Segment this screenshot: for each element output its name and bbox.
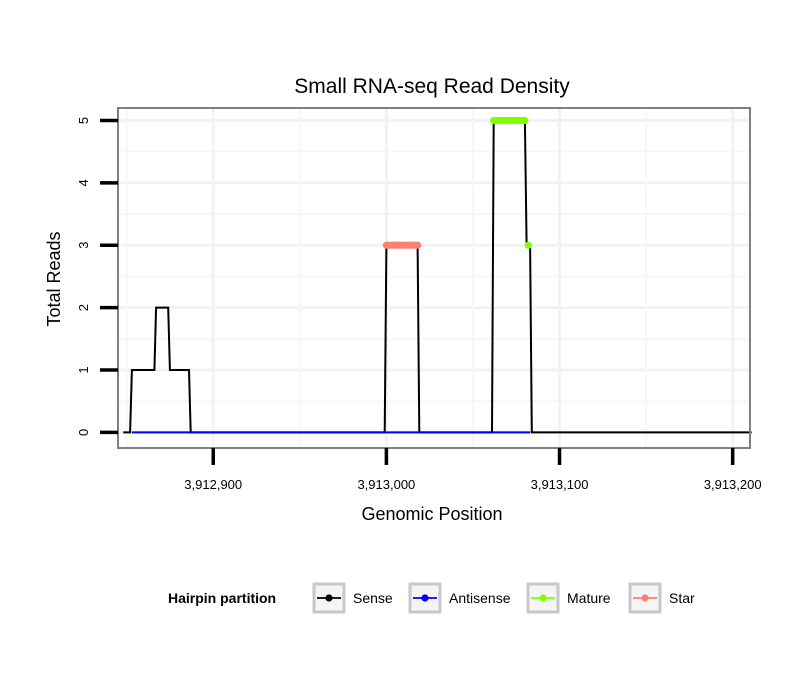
y-tick-label: 2 bbox=[76, 304, 91, 311]
x-tick-label: 3,913,000 bbox=[357, 477, 415, 492]
legend-label-antisense: Antisense bbox=[449, 590, 511, 606]
y-tick-label: 3 bbox=[76, 242, 91, 249]
mature-point bbox=[524, 241, 533, 249]
y-axis: 0 1 2 3 4 5 bbox=[76, 117, 118, 436]
x-tick-label: 3,913,100 bbox=[531, 477, 589, 492]
legend-point-mature bbox=[539, 594, 547, 602]
chart-title: Small RNA-seq Read Density bbox=[294, 75, 570, 98]
x-tick-label: 3,913,200 bbox=[704, 477, 762, 492]
x-axis-title: Genomic Position bbox=[361, 504, 502, 524]
legend-point-star bbox=[641, 594, 649, 602]
series-points bbox=[382, 116, 533, 249]
legend-label-star: Star bbox=[669, 590, 695, 606]
legend-point-antisense bbox=[421, 594, 429, 602]
plot-panel-border bbox=[117, 107, 751, 449]
x-tick-label: 3,912,900 bbox=[184, 477, 242, 492]
legend-label-mature: Mature bbox=[567, 590, 611, 606]
mature-point bbox=[521, 116, 529, 125]
gridlines bbox=[118, 108, 750, 448]
series-lines bbox=[123, 119, 752, 434]
y-axis-title: Total Reads bbox=[44, 231, 64, 326]
y-tick-label: 1 bbox=[76, 366, 91, 373]
y-tick-label: 4 bbox=[76, 179, 91, 186]
legend-title: Hairpin partition bbox=[168, 590, 276, 606]
y-tick-label: 0 bbox=[76, 429, 91, 436]
legend: Hairpin partition Sense Antisense Mature St… bbox=[168, 582, 695, 614]
y-tick-label: 5 bbox=[76, 117, 91, 124]
plot-panel-background bbox=[118, 108, 750, 448]
star-point bbox=[414, 241, 422, 249]
series-line-sense bbox=[123, 119, 752, 434]
x-axis: 3,912,900 3,913,000 3,913,100 3,913,200 bbox=[184, 448, 762, 492]
legend-point-sense bbox=[325, 594, 333, 602]
legend-label-sense: Sense bbox=[353, 590, 393, 606]
